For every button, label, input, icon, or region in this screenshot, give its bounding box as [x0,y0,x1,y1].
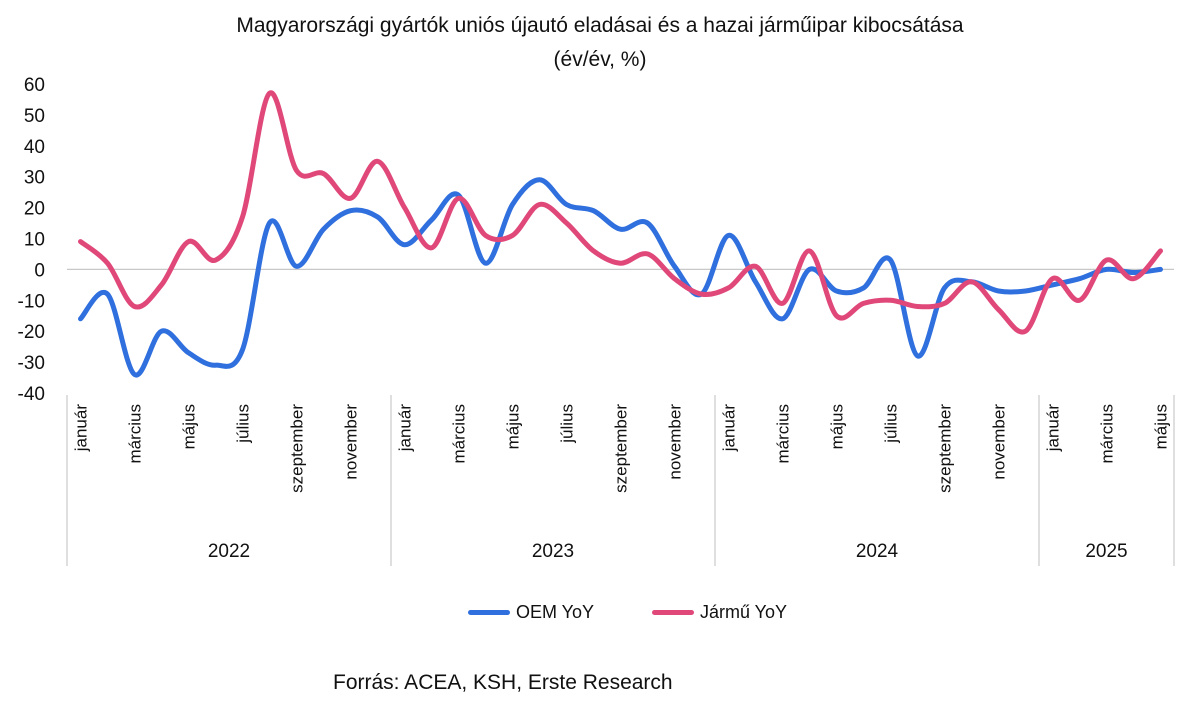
legend-item-jarmu: Jármű YoY [652,602,787,623]
source-note: Forrás: ACEA, KSH, Erste Research [333,671,673,694]
legend-swatch-oem [468,610,510,615]
x-month-label: március [126,404,145,464]
x-month-label: január [1044,404,1063,453]
x-year-label: 2023 [532,541,574,562]
x-month-label: március [450,404,469,464]
x-month-label: július [558,404,577,444]
x-month-label: március [1098,404,1117,464]
x-month-label: május [504,404,523,449]
x-month-label: január [720,404,739,453]
legend: OEM YoY Jármű YoY [0,602,1200,626]
legend-label-oem: OEM YoY [516,602,595,622]
y-tick-label: 40 [24,137,45,158]
x-month-label: május [1152,404,1171,449]
y-tick-label: 30 [24,168,45,189]
x-month-label: szeptember [612,404,631,493]
series-line-jarmu [78,90,1163,335]
x-month-label: július [882,404,901,444]
x-month-label: szeptember [288,404,307,493]
x-year-label: 2022 [208,541,250,562]
y-tick-label: 10 [24,230,45,251]
legend-swatch-jarmu [652,610,694,615]
y-tick-label: -20 [18,322,45,343]
y-tick-label: 0 [34,260,45,281]
x-month-label: január [396,404,415,453]
x-year-label: 2025 [1085,541,1127,562]
x-month-label: július [234,404,253,444]
y-tick-label: -30 [18,353,45,374]
line-chart: 60 50 40 30 20 10 0 -10 -20 -30 -40 január március má… [18,75,1175,566]
x-year-label: 2024 [856,541,899,562]
chart-subtitle: (év/év, %) [553,48,647,71]
x-month-label: március [774,404,793,464]
y-tick-label: -40 [18,384,45,405]
chart-title: Magyarországi gyártók uniós újautó eladá… [236,14,964,37]
legend-item-oem: OEM YoY [468,602,594,623]
y-tick-label: 50 [24,106,45,127]
x-month-label: január [72,404,91,453]
x-month-label: május [180,404,199,449]
x-month-label: november [666,404,685,480]
legend-label-jarmu: Jármű YoY [700,602,788,622]
x-month-label: május [828,404,847,449]
y-tick-label: 20 [24,199,45,220]
x-month-label: november [342,404,361,480]
x-month-label: szeptember [936,404,955,493]
y-tick-label: 60 [24,75,45,96]
x-month-label: november [990,404,1009,480]
y-tick-label: -10 [18,291,45,312]
